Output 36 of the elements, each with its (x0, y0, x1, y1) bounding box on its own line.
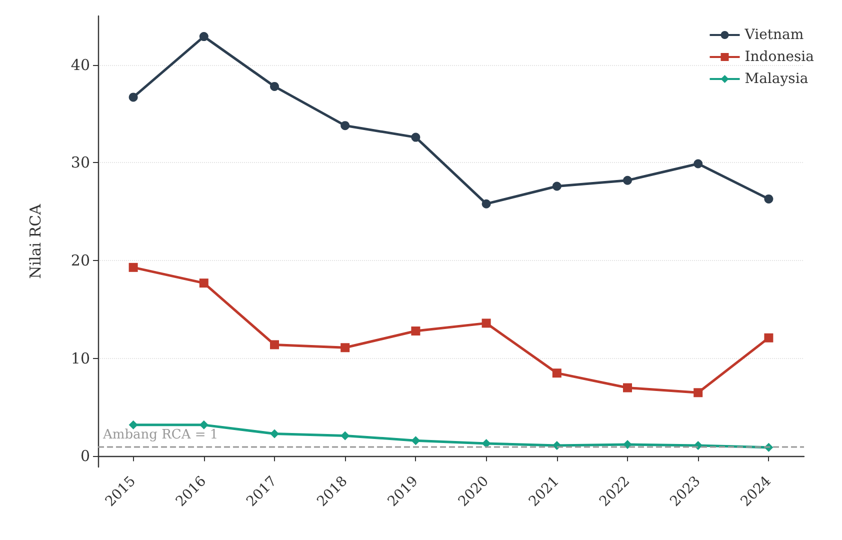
ref-line-label: Ambang RCA = 1 (102, 427, 218, 442)
y-tick-label: 40 (70, 56, 90, 74)
y-tick-label: 10 (70, 349, 90, 368)
point (128, 262, 138, 272)
y-tick-label: 20 (70, 252, 90, 270)
point (411, 132, 420, 142)
point (199, 420, 208, 430)
point (270, 82, 279, 91)
point (270, 429, 279, 438)
point (482, 199, 491, 208)
point (694, 388, 703, 398)
point (482, 439, 491, 448)
legend-label: Indonesia (744, 49, 814, 65)
point (411, 436, 420, 446)
point (482, 318, 491, 328)
point (340, 343, 350, 352)
point (623, 440, 632, 449)
point (552, 182, 562, 191)
point (199, 278, 208, 288)
legend-label: Vietnam (744, 27, 804, 43)
point (411, 326, 420, 336)
point (199, 32, 208, 42)
point (552, 368, 562, 378)
point (694, 159, 703, 168)
point (340, 431, 350, 440)
point (623, 176, 632, 185)
y-tick-label: 30 (70, 154, 90, 172)
point (340, 121, 350, 130)
y-axis-title: Nilai RCA (26, 204, 44, 279)
legend-label: Malaysia (744, 71, 808, 87)
point (270, 340, 279, 350)
point (764, 194, 774, 204)
point (623, 383, 632, 392)
y-tick-label: 0 (80, 447, 90, 466)
point (764, 333, 774, 342)
point (128, 92, 138, 102)
